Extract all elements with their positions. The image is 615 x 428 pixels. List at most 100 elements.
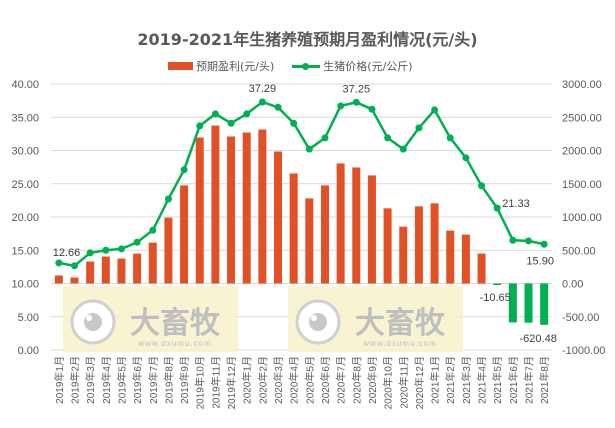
bar bbox=[180, 185, 189, 284]
bar bbox=[164, 217, 173, 284]
price-marker bbox=[446, 134, 454, 142]
x-axis-tick: 2021年5月 bbox=[491, 356, 504, 404]
bar bbox=[399, 226, 408, 284]
price-marker bbox=[525, 237, 533, 245]
price-marker bbox=[493, 204, 501, 212]
x-axis-tick: 2019年6月 bbox=[131, 356, 144, 404]
price-marker bbox=[478, 182, 486, 190]
price-marker bbox=[70, 262, 78, 270]
x-axis-tick: 2019年12月 bbox=[225, 356, 238, 409]
price-marker bbox=[55, 259, 63, 267]
bar bbox=[242, 132, 251, 284]
bar bbox=[305, 198, 314, 284]
price-marker bbox=[117, 245, 125, 253]
price-marker bbox=[86, 249, 94, 257]
x-axis-tick: 2020年8月 bbox=[350, 356, 363, 404]
price-marker bbox=[462, 154, 470, 162]
price-marker bbox=[258, 98, 266, 106]
left-axis-tick: 40.00 bbox=[11, 79, 39, 91]
x-axis-tick: 2020年2月 bbox=[256, 356, 269, 404]
x-axis-tick: 2021年7月 bbox=[523, 356, 536, 404]
right-axis-tick: 500.00 bbox=[562, 245, 596, 257]
bar bbox=[289, 173, 298, 284]
data-label: 12.66 bbox=[53, 247, 81, 259]
x-axis-tick: 2021年8月 bbox=[538, 356, 551, 404]
price-marker bbox=[509, 236, 517, 244]
right-axis-tick: 2500.00 bbox=[562, 112, 602, 124]
bar bbox=[148, 242, 157, 284]
x-axis-tick: 2021年1月 bbox=[429, 356, 442, 404]
x-axis-tick: 2021年3月 bbox=[460, 356, 473, 404]
left-axis-tick: 20.00 bbox=[11, 212, 39, 224]
x-axis-tick: 2020年3月 bbox=[272, 356, 285, 404]
x-axis-tick: 2020年4月 bbox=[288, 356, 301, 404]
price-marker bbox=[149, 226, 157, 234]
x-axis-tick: 2019年9月 bbox=[178, 356, 191, 404]
x-axis-tick: 2020年9月 bbox=[366, 356, 379, 404]
bar bbox=[383, 208, 392, 284]
x-axis-tick: 2019年3月 bbox=[84, 356, 97, 404]
bar bbox=[414, 206, 423, 284]
bar bbox=[86, 261, 95, 284]
bar bbox=[70, 277, 79, 284]
x-axis-tick: 2021年2月 bbox=[444, 356, 457, 404]
data-labels: 12.66 37.29 37.25 21.33 15.90 -10.65 -620.48 bbox=[53, 83, 557, 345]
x-axis-tick: 2019年10月 bbox=[194, 356, 207, 409]
legend-item-price[interactable]: 生猪价格(元/公斤) bbox=[292, 58, 413, 74]
watermark-brand: 大畜牧 bbox=[355, 306, 446, 340]
x-axis-tick: 2019年11月 bbox=[209, 356, 222, 409]
bar bbox=[493, 283, 502, 285]
price-marker bbox=[540, 240, 548, 248]
data-label: 21.33 bbox=[502, 198, 530, 210]
price-marker bbox=[399, 145, 407, 153]
bar bbox=[540, 283, 549, 325]
data-label: -620.48 bbox=[520, 333, 557, 345]
bar bbox=[352, 167, 361, 284]
bar bbox=[227, 136, 236, 284]
price-marker bbox=[415, 124, 423, 132]
price-marker bbox=[337, 102, 345, 110]
bar bbox=[336, 163, 345, 284]
data-label: 37.29 bbox=[249, 83, 277, 95]
price-marker bbox=[102, 246, 110, 254]
bar bbox=[133, 253, 142, 284]
legend-line-marker-icon bbox=[292, 62, 321, 70]
legend-label-profit: 预期盈利(元/头) bbox=[196, 60, 275, 73]
bar bbox=[320, 185, 329, 284]
right-axis-tick: 3000.00 bbox=[562, 79, 602, 91]
data-label: 37.25 bbox=[343, 83, 371, 95]
price-marker bbox=[196, 122, 204, 130]
x-axis-tick: 2020年12月 bbox=[413, 356, 426, 409]
bar bbox=[446, 230, 455, 284]
price-marker bbox=[431, 106, 439, 114]
bar bbox=[477, 253, 486, 284]
x-axis-tick: 2020年7月 bbox=[335, 356, 348, 404]
price-marker bbox=[290, 119, 298, 127]
price-marker bbox=[384, 134, 392, 142]
right-axis-tick: -1000.00 bbox=[562, 345, 605, 357]
x-axis-tick: 2020年10月 bbox=[382, 356, 395, 409]
right-axis-tick: 2000.00 bbox=[562, 146, 602, 158]
data-label: 15.90 bbox=[526, 255, 554, 267]
x-axis-tick: 2020年1月 bbox=[241, 356, 254, 404]
legend-item-profit[interactable]: 预期盈利(元/头) bbox=[168, 58, 274, 74]
left-axis-tick: 5.00 bbox=[18, 312, 39, 324]
price-marker bbox=[305, 145, 313, 153]
x-axis-tick: 2019年2月 bbox=[68, 356, 81, 404]
bar bbox=[274, 151, 283, 284]
left-axis-tick: 15.00 bbox=[11, 245, 39, 257]
price-marker bbox=[243, 110, 251, 118]
profit-bars bbox=[54, 125, 549, 325]
bar bbox=[195, 137, 204, 284]
bar bbox=[461, 234, 470, 284]
x-axis-tick: 2021年4月 bbox=[476, 356, 489, 404]
left-axis-tick: 0.00 bbox=[18, 345, 39, 357]
bar bbox=[508, 283, 517, 323]
data-label: -10.65 bbox=[480, 292, 511, 304]
x-axis-tick: 2019年1月 bbox=[53, 356, 66, 404]
left-axis-tick: 10.00 bbox=[11, 279, 39, 291]
